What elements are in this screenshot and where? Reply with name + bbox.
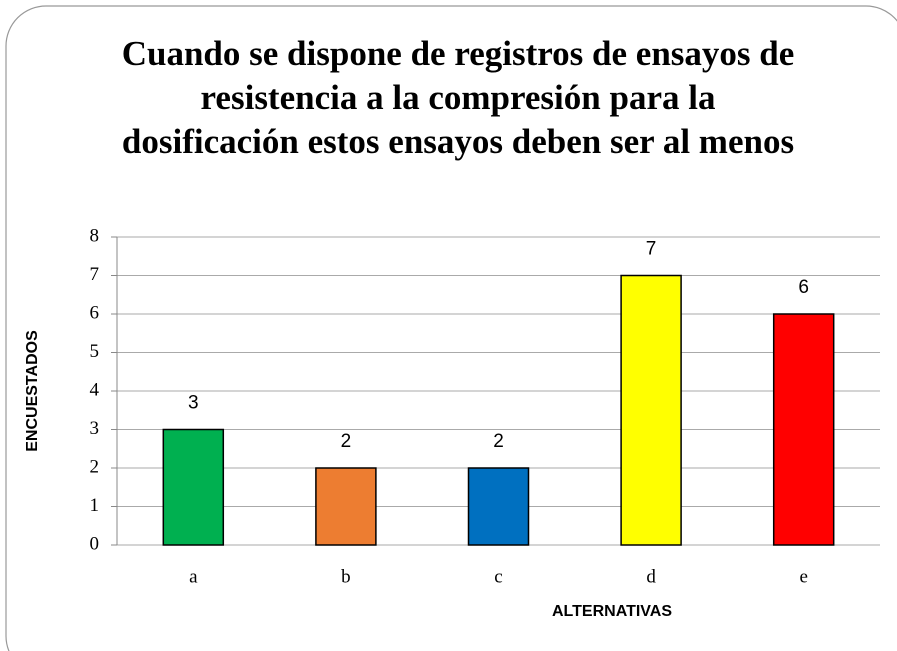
data-label: 6	[798, 277, 809, 298]
x-tick-label: e	[799, 566, 807, 587]
x-tick-label: a	[189, 566, 198, 587]
chart-border	[5, 5, 897, 651]
chart-title: Cuando se dispone de registros de ensayo…	[121, 34, 795, 161]
bar	[772, 313, 835, 546]
x-tick-label: b	[341, 566, 351, 587]
x-tick-label: c	[494, 566, 502, 587]
y-tick-label: 6	[90, 302, 100, 323]
y-tick-label: 8	[90, 225, 100, 246]
y-tick-label: 7	[90, 264, 100, 285]
data-label: 3	[188, 393, 199, 414]
data-label: 7	[646, 239, 657, 260]
x-axis-title: ALTERNATIVAS	[552, 603, 672, 620]
y-tick-label: 3	[90, 418, 100, 439]
y-tick-label: 2	[90, 456, 100, 477]
bar	[162, 428, 225, 546]
data-label: 2	[341, 431, 352, 452]
y-tick-label: 1	[90, 495, 100, 516]
x-tick-label: d	[646, 566, 656, 587]
bar	[620, 274, 682, 546]
y-tick-label: 5	[90, 341, 100, 362]
y-tick-label: 0	[90, 533, 100, 554]
y-tick-label: 4	[90, 379, 100, 400]
bar	[315, 467, 377, 546]
bar	[467, 467, 530, 546]
data-label: 2	[493, 431, 504, 452]
y-axis-title: ENCUESTADOS	[24, 330, 41, 452]
